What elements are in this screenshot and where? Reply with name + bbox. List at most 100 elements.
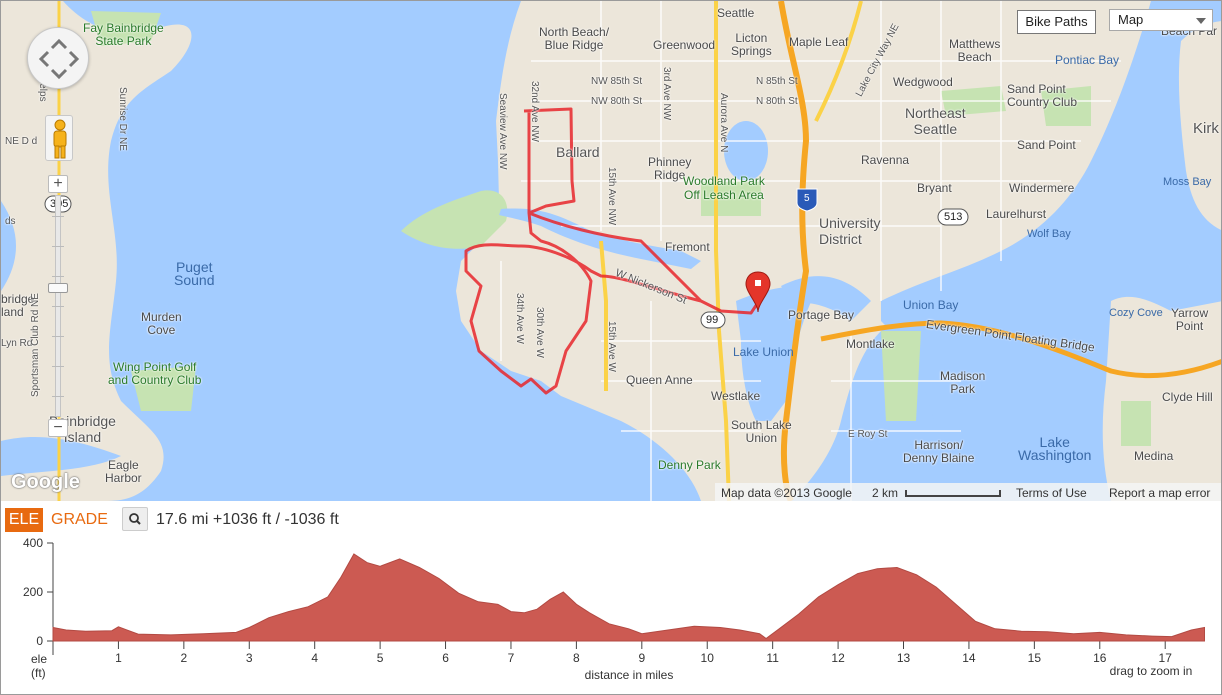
- pan-down-icon: [50, 68, 68, 80]
- x-tick-label: 1: [115, 651, 122, 665]
- x-tick-label: 11: [766, 651, 779, 665]
- label-nw80: NW 80th St: [591, 96, 643, 107]
- lake-city-way: [814, 1, 863, 122]
- x-tick-label: 10: [701, 651, 715, 665]
- label-medina: Medina: [1134, 449, 1174, 463]
- label-n80: N 80th St: [756, 96, 798, 107]
- map-data-text: Map data ©2013 Google: [721, 486, 852, 500]
- zoom-in-button[interactable]: +: [48, 175, 68, 193]
- x-tick-label: 8: [573, 651, 580, 665]
- label-harrison: Harrison/ Denny Blaine: [903, 438, 975, 465]
- zoom-slider-handle[interactable]: [48, 283, 68, 293]
- report-map-error-link[interactable]: Report a map error: [1109, 486, 1211, 500]
- label-fremont: Fremont: [665, 240, 710, 254]
- label-wolf-bay: Wolf Bay: [1027, 228, 1071, 240]
- label-south-lake-union: South Lake Union: [731, 418, 792, 445]
- label-5-shield: 5: [804, 193, 810, 204]
- tab-grade[interactable]: GRADE: [51, 511, 108, 528]
- x-tick-label: 16: [1093, 651, 1107, 665]
- arboretum: [881, 331, 921, 421]
- y-tick-label: 200: [23, 585, 43, 599]
- label-licton: Licton Springs: [731, 31, 772, 58]
- elevation-panel: ELE GRADE 17.6 mi +1036 ft / -1036 ft 0 2…: [1, 501, 1222, 695]
- x-axis: 1 2 3 4 5 6 7 8 9 10 11 12 13 14 15 16 17: [115, 641, 1172, 665]
- map-view[interactable]: Seattle North Beach/ Blue Ridge Greenwoo…: [1, 1, 1222, 501]
- map-type-select[interactable]: Map: [1109, 9, 1213, 31]
- elevation-area: [52, 553, 1205, 642]
- label-n85: N 85th St: [756, 76, 798, 87]
- label-kirk: Kirk: [1193, 120, 1219, 137]
- eagle-harbor: [1, 436, 121, 476]
- label-clyde-hill: Clyde Hill: [1162, 390, 1213, 404]
- label-puget-sound: Puget Sound: [174, 259, 215, 288]
- label-northeast-seattle: Northeast Seattle: [905, 105, 966, 137]
- label-15th-ave-nw: 15th Ave NW: [606, 167, 617, 226]
- x-tick-label: 5: [377, 651, 384, 665]
- drag-zoom-hint: drag to zoom in: [1110, 664, 1193, 678]
- sand-point-park: [1041, 86, 1091, 126]
- bainbridge-inner: [1, 201, 16, 291]
- scale-bar: [905, 490, 1001, 497]
- zoom-slider-track[interactable]: [52, 195, 64, 417]
- label-pontiac: Pontiac Bay: [1055, 53, 1120, 67]
- tab-elevation[interactable]: ELE: [5, 508, 43, 532]
- y-axis-label-line2: (ft): [31, 666, 46, 680]
- ship-canal: [499, 208, 701, 269]
- park-fay: [91, 11, 161, 46]
- label-north-beach: North Beach/ Blue Ridge: [539, 25, 610, 52]
- x-tick-label: 12: [831, 651, 845, 665]
- street-view-pegman[interactable]: [45, 115, 73, 161]
- map-type-value: Map: [1118, 12, 1144, 27]
- label-sand-point: Sand Point: [1017, 138, 1076, 152]
- x-tick-label: 6: [442, 651, 449, 665]
- label-513-shield: 513: [944, 211, 963, 223]
- label-laurelhurst: Laurelhurst: [986, 207, 1047, 221]
- x-tick-label: 15: [1028, 651, 1042, 665]
- y-tick-label: 0: [36, 634, 43, 648]
- label-ds: ds: [5, 216, 16, 227]
- highway-99: [714, 1, 731, 501]
- label-sunrise: Sunrise Dr NE: [117, 87, 128, 151]
- chevron-down-icon: [1196, 18, 1206, 24]
- zoom-out-button[interactable]: −: [48, 419, 68, 437]
- label-sportsman: Sportsman Club Rd NE: [30, 293, 41, 397]
- label-eagle-harbor: Eagle Harbor: [105, 458, 142, 485]
- label-aurora: Aurora Ave N: [718, 93, 729, 153]
- x-tick-label: 14: [962, 651, 976, 665]
- label-bryant: Bryant: [917, 181, 952, 195]
- label-greenwood: Greenwood: [653, 38, 716, 52]
- label-ne-dr: NE D d: [5, 136, 38, 147]
- x-tick-label: 2: [181, 651, 188, 665]
- label-westlake: Westlake: [711, 389, 761, 403]
- terms-of-use-link[interactable]: Terms of Use: [1016, 486, 1087, 500]
- label-34th-ave: 34th Ave W: [514, 293, 525, 344]
- label-union-bay: Union Bay: [903, 298, 959, 312]
- y-axis: 0 200 400: [23, 536, 54, 655]
- label-lyn-rd: Lyn Rd: [1, 338, 33, 349]
- x-tick-label: 3: [246, 651, 253, 665]
- label-montlake: Montlake: [846, 337, 895, 351]
- x-axis-label: distance in miles: [585, 668, 674, 682]
- chart-zoom-button[interactable]: [122, 507, 148, 531]
- label-wedgwood: Wedgwood: [893, 75, 953, 89]
- label-30th-ave: 30th Ave W: [534, 307, 545, 358]
- y-tick-label: 400: [23, 536, 43, 550]
- pan-control[interactable]: [27, 27, 89, 89]
- kirkland-land: [1178, 21, 1221, 230]
- label-nw85: NW 85th St: [591, 76, 643, 87]
- label-lake-union: Lake Union: [733, 345, 794, 359]
- label-yarrow: Yarrow Point: [1171, 306, 1209, 333]
- label-portage: Portage Bay: [788, 308, 855, 322]
- label-e-roy: E Roy St: [848, 429, 888, 440]
- route-line: [464, 107, 761, 395]
- bike-paths-button[interactable]: Bike Paths: [1017, 10, 1096, 34]
- x-tick-label: 17: [1159, 651, 1173, 665]
- label-denny-park: Denny Park: [658, 458, 721, 472]
- y-axis-label-line1: ele: [31, 652, 47, 666]
- map-canvas[interactable]: [1, 1, 1222, 501]
- label-moss-bay: Moss Bay: [1163, 176, 1212, 188]
- highway-520: [820, 320, 1221, 378]
- route-stats: 17.6 mi +1036 ft / -1036 ft: [156, 511, 339, 528]
- pan-right-icon: [68, 50, 80, 68]
